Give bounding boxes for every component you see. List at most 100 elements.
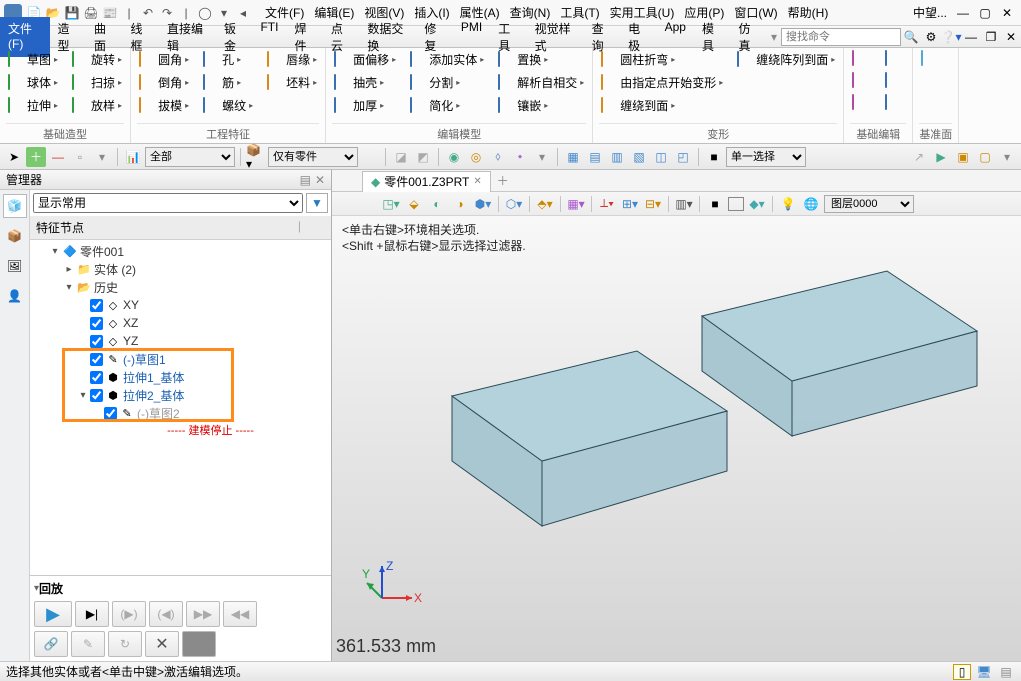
tree-checkbox[interactable] — [90, 353, 103, 366]
filter-funnel-icon[interactable]: ▼ — [306, 193, 328, 213]
ribbon-button[interactable]: 缠绕阵列到面▸ — [735, 50, 837, 69]
status-icon[interactable]: ▤ — [997, 664, 1015, 680]
ribbon-button[interactable]: 拉伸▸ — [6, 96, 60, 115]
filter-all-select[interactable]: 全部 — [145, 147, 235, 167]
pointer-icon[interactable]: ➤ — [4, 147, 24, 167]
document-tab[interactable]: ◆ 零件001.Z3PRT ✕ — [362, 171, 491, 192]
filter-chart-icon[interactable]: 📊 — [123, 147, 143, 167]
ribbon-button[interactable]: 解析自相交▸ — [496, 73, 586, 92]
vt-icon[interactable]: ⬘▾ — [535, 194, 555, 214]
status-icon[interactable]: 🖥 — [975, 664, 993, 680]
mgr-tab-user[interactable]: 👤 — [3, 284, 27, 308]
tb-icon[interactable]: ▤ — [585, 147, 605, 167]
ribbon-button[interactable]: 添加实体▸ — [408, 50, 486, 69]
add-icon[interactable]: ＋ — [26, 147, 46, 167]
add-tab-button[interactable]: ＋ — [491, 172, 515, 189]
play-button[interactable]: ▶ — [34, 601, 72, 627]
tree-checkbox[interactable] — [90, 299, 103, 312]
vt-icon[interactable]: ■ — [705, 194, 725, 214]
ribbon-button[interactable]: 草图▸ — [6, 50, 60, 69]
layer-select[interactable]: 图层0000 — [824, 195, 914, 213]
tab-close-icon[interactable]: ✕ — [473, 176, 481, 187]
filter-box-icon[interactable]: 📦▾ — [246, 147, 266, 167]
tb-icon[interactable]: ■ — [704, 147, 724, 167]
vt-icon[interactable]: ◳▾ — [381, 194, 401, 214]
ribbon-button[interactable]: 置换▸ — [496, 50, 586, 69]
tree-node[interactable]: ✎(-)草图2 — [30, 404, 331, 422]
maximize-button[interactable]: ▢ — [975, 4, 995, 22]
display-mode-select[interactable]: 显示常用 — [33, 193, 303, 213]
tb-icon[interactable]: ▧ — [629, 147, 649, 167]
ribbon-button[interactable]: 扫掠▸ — [70, 73, 124, 92]
ribbon-button[interactable]: 分割▸ — [408, 73, 486, 92]
ribbon-button[interactable]: 圆角▸ — [137, 50, 191, 69]
close-button[interactable]: ✕ — [997, 4, 1017, 22]
ribbon-button[interactable]: 圆柱折弯▸ — [599, 50, 725, 69]
ribbon-button[interactable]: 抽壳▸ — [332, 73, 398, 92]
ribbon-button[interactable]: 镶嵌▸ — [496, 96, 586, 115]
tb-icon[interactable]: ◫ — [651, 147, 671, 167]
tree-twisty-icon[interactable]: ▸ — [62, 264, 76, 275]
vt-icon[interactable] — [728, 197, 744, 211]
minimize-button[interactable]: — — [953, 4, 973, 22]
link-button[interactable]: 🔗 — [34, 631, 68, 657]
tree-node[interactable]: ◇XY — [30, 296, 331, 314]
ribbon-button[interactable]: 坯料▸ — [265, 73, 319, 92]
tb-icon[interactable]: ◎ — [466, 147, 486, 167]
ribbon-button[interactable]: 缠绕到面▸ — [599, 96, 725, 115]
tree-checkbox[interactable] — [90, 371, 103, 384]
ribbon-button[interactable]: 由指定点开始变形▸ — [599, 73, 725, 92]
ribbon-button[interactable]: 孔▸ — [201, 50, 255, 69]
tb-icon[interactable]: ▥ — [607, 147, 627, 167]
3d-canvas[interactable]: <单击右键>环境相关选项. <Shift +鼠标右键>显示选择过滤器. X Y … — [332, 216, 1021, 661]
vt-icon[interactable]: ⟂▾ — [597, 194, 617, 214]
tree-node[interactable]: ✎(-)草图1 — [30, 350, 331, 368]
doc-minimize-button[interactable]: — — [961, 27, 981, 47]
ribbon-button[interactable]: 放样▸ — [70, 96, 124, 115]
edit-button[interactable]: ✎ — [71, 631, 105, 657]
tree-checkbox[interactable] — [90, 389, 103, 402]
tb-icon[interactable]: ◰ — [673, 147, 693, 167]
tree-node[interactable]: ◇YZ — [30, 332, 331, 350]
mgr-tab-feature[interactable]: 🧊 — [3, 194, 27, 218]
ribbon-button[interactable]: 唇缘▸ — [265, 50, 319, 69]
tb-icon[interactable]: ◉ — [444, 147, 464, 167]
command-search-input[interactable] — [781, 28, 901, 46]
vt-icon[interactable]: ⊞▾ — [620, 194, 640, 214]
skip-fwd-button[interactable]: (▶) — [112, 601, 146, 627]
vt-icon[interactable]: ⬢▾ — [473, 194, 493, 214]
tb-icon[interactable]: ▦ — [563, 147, 583, 167]
tree-node[interactable]: ⬢拉伸1_基体 — [30, 368, 331, 386]
tb-icon[interactable]: ⬩ — [510, 147, 530, 167]
tree-node[interactable]: ◇XZ — [30, 314, 331, 332]
manager-menu-icon[interactable]: ▤ — [300, 173, 311, 187]
spacer-icon[interactable]: ▫ — [70, 147, 90, 167]
ribbon-button[interactable]: 加厚▸ — [332, 96, 398, 115]
tabs-overflow-icon[interactable]: ▾ — [767, 30, 781, 44]
manager-close-icon[interactable]: ✕ — [315, 173, 325, 187]
chain-icon[interactable]: ▾ — [92, 147, 112, 167]
step-fwd-button[interactable]: ▶| — [75, 601, 109, 627]
vt-icon[interactable]: ⬙ — [404, 194, 424, 214]
ribbon-button[interactable]: 旋转▸ — [70, 50, 124, 69]
settings-icon[interactable]: ⚙ — [921, 27, 941, 47]
ribbon-button[interactable]: 螺纹▸ — [201, 96, 255, 115]
mgr-tab-view[interactable]: 📦 — [3, 224, 27, 248]
ribbon-button[interactable]: 倒角▸ — [137, 73, 191, 92]
vt-icon[interactable]: ◆▾ — [747, 194, 767, 214]
ribbon-button[interactable]: 面偏移▸ — [332, 50, 398, 69]
ribbon-button[interactable]: 简化▸ — [408, 96, 486, 115]
tree-checkbox[interactable] — [104, 407, 117, 420]
delete-button[interactable]: ✕ — [145, 631, 179, 657]
globe-icon[interactable]: 🌐 — [801, 194, 821, 214]
ribbon-button[interactable]: 拔模▸ — [137, 96, 191, 115]
vt-icon[interactable]: ◐ — [427, 194, 447, 214]
bulb-icon[interactable]: 💡 — [778, 194, 798, 214]
tree-twisty-icon[interactable]: ▾ — [76, 390, 90, 401]
status-icon[interactable]: ▯ — [953, 664, 971, 680]
help-icon[interactable]: ❔▾ — [941, 27, 961, 47]
vt-icon[interactable]: ▥▾ — [674, 194, 694, 214]
search-icon[interactable]: 🔍 — [901, 27, 921, 47]
doc-restore-button[interactable]: ❐ — [981, 27, 1001, 47]
select-mode-select[interactable]: 单一选择 — [726, 147, 806, 167]
